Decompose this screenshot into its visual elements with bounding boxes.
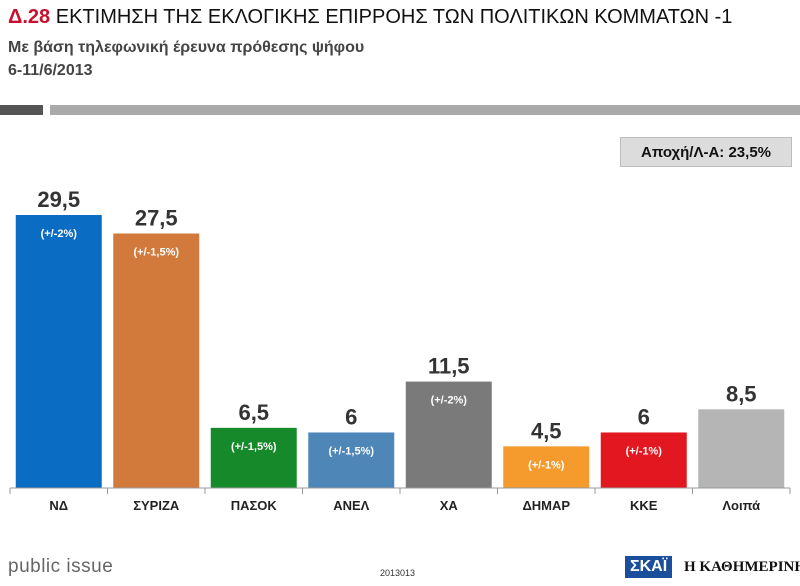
- bar-margin-label-2: (+/-1,5%): [231, 441, 277, 453]
- bar-margin-label-0: (+/-2%): [41, 228, 78, 240]
- public-issue-logo: public issue: [8, 556, 114, 577]
- chart-title-text: ΕΚΤΙΜΗΣΗ ΤΗΣ ΕΚΛΟΓΙΚΗΣ ΕΠΙΡΡΟΗΣ ΤΩΝ ΠΟΛΙ…: [55, 6, 733, 28]
- chart-subtitle: Με βάση τηλεφωνική έρευνα πρόθεσης ψήφου: [8, 39, 365, 56]
- skai-logo: ΣΚΑΪ: [625, 556, 673, 578]
- kathimerini-logo: Η ΚΑΘΗΜΕΡΙΝΗ: [684, 558, 800, 575]
- bar-value-label-5: 4,5: [531, 418, 562, 443]
- category-label-5: ΔΗΜΑΡ: [522, 498, 570, 513]
- bar-7: [698, 409, 785, 488]
- bar-margin-label-5: (+/-1%): [528, 459, 565, 471]
- bar-value-label-7: 8,5: [726, 381, 757, 406]
- category-label-1: ΣΥΡΙΖΑ: [133, 498, 180, 513]
- bar-value-label-1: 27,5: [135, 206, 178, 231]
- survey-date: 6-11/6/2013: [8, 62, 93, 79]
- abstention-badge: Αποχή/Λ-Α: 23,5%: [620, 137, 792, 167]
- category-label-3: ΑΝΕΛ: [333, 498, 369, 513]
- category-label-6: ΚΚΕ: [630, 498, 658, 513]
- bar-value-label-6: 6: [638, 404, 650, 429]
- bar-margin-label-4: (+/-2%): [431, 395, 468, 407]
- category-label-0: ΝΔ: [49, 498, 68, 513]
- bar-margin-label-1: (+/-1,5%): [133, 247, 179, 259]
- bar-2: [210, 427, 297, 488]
- bar-1: [113, 233, 200, 488]
- bar-value-label-3: 6: [345, 404, 357, 429]
- category-label-4: ΧΑ: [440, 498, 459, 513]
- bar-value-label-4: 11,5: [428, 354, 470, 379]
- bar-margin-label-6: (+/-1%): [626, 445, 663, 457]
- bar-value-label-0: 29,5: [37, 187, 80, 212]
- category-label-7: Λοιπά: [722, 498, 760, 513]
- category-label-2: ΠΑΣΟΚ: [231, 498, 278, 513]
- bar-6: [600, 432, 687, 488]
- bar-value-label-2: 6,5: [238, 400, 269, 425]
- chart-code: Δ.28: [8, 6, 51, 28]
- bar-0: [15, 215, 102, 488]
- chart-title: Δ.28 ΕΚΤΙΜΗΣΗ ΤΗΣ ΕΚΛΟΓΙΚΗΣ ΕΠΙΡΡΟΗΣ ΤΩΝ…: [8, 6, 732, 29]
- bar-margin-label-3: (+/-1,5%): [328, 445, 374, 457]
- header-rule-dark: [0, 105, 43, 115]
- header-rule-light: [50, 105, 800, 115]
- bar-5: [503, 446, 590, 488]
- bar-3: [308, 432, 395, 488]
- bar-4: [405, 381, 492, 488]
- report-code: 2013013: [380, 568, 416, 578]
